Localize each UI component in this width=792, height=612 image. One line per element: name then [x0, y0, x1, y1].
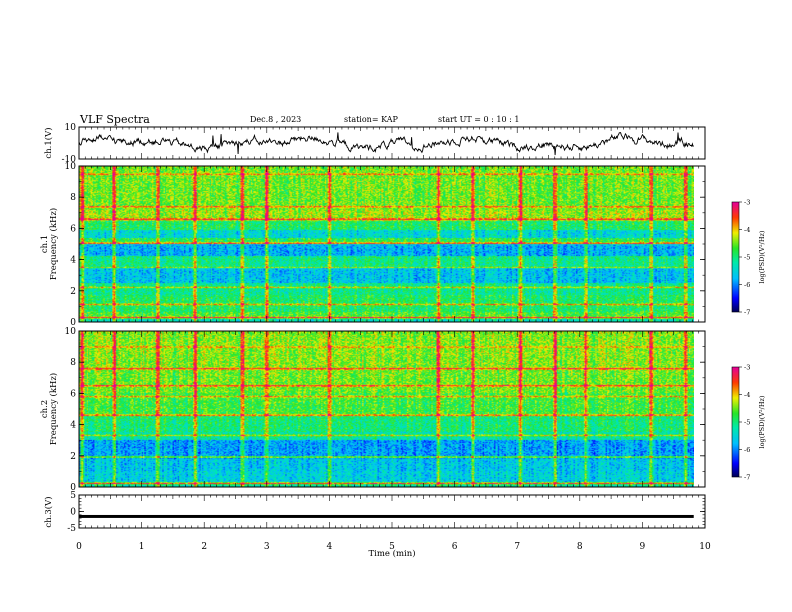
y-tick-label: 10 — [65, 162, 77, 172]
colorbar-tick-label: -3 — [744, 364, 750, 372]
ch2-spectrogram-channel-label: ch.2 — [40, 400, 50, 418]
station-label: station= KAP — [344, 115, 399, 124]
ch1-spectrogram-image — [79, 166, 694, 322]
x-axis-tick-labels: 0 1 2 3 4 5 6 7 8 9 10 — [76, 542, 711, 552]
ch1-spectrogram-channel-label: ch.1 — [40, 235, 50, 253]
ch2-spectrogram-panel: 0 2 4 6 8 10 ch.2 Frequency (kHz) — [40, 327, 706, 493]
x-axis-ticks — [78, 127, 706, 528]
ch2-spectrogram-image — [79, 331, 694, 487]
ch2-colorbar-label: log(PSD)(V²/Hz) — [758, 395, 766, 448]
ch1-colorbar-ticks: -3 -4 -5 -6 -7 — [739, 199, 750, 317]
ch1-y-axis-label: ch.1(V) — [43, 127, 54, 158]
ch2-colorbar-gradient — [732, 367, 739, 477]
start-time-label: start UT = 0 : 10 : 1 — [438, 115, 519, 124]
colorbar-tick-label: -5 — [744, 254, 750, 262]
x-tick-label: 10 — [699, 542, 711, 552]
ch3-waveform-panel: 5 0 -5 ch.3(V) — [43, 491, 706, 534]
x-tick-label: 2 — [201, 542, 207, 552]
ch1-spectrogram-panel: 0 2 4 6 8 10 ch.1 Frequency (kHz) — [40, 162, 706, 328]
figure-title: VLF Spectra — [79, 113, 150, 126]
colorbar-tick-label: -5 — [744, 419, 750, 427]
y-tick-label: 8 — [70, 358, 76, 368]
y-tick-label: 6 — [70, 389, 76, 399]
ch1-waveform-panel: 10 -10 ch.1(V) — [43, 123, 706, 165]
x-tick-label: 3 — [264, 542, 270, 552]
x-tick-label: 0 — [76, 542, 82, 552]
y-tick-label: 6 — [70, 224, 76, 234]
ch3-waveform-trace — [79, 514, 694, 518]
y-tick-label: 10 — [65, 327, 77, 337]
colorbar-tick-label: -4 — [744, 391, 750, 399]
x-tick-label: 6 — [452, 542, 458, 552]
ch3-y-axis-label: ch.3(V) — [43, 496, 54, 527]
y-tick-label: 4 — [70, 256, 76, 266]
ch1-y-ticks: 10 -10 — [62, 123, 705, 165]
y-tick-label: 10 — [65, 123, 77, 133]
ch2-colorbar: -3 -4 -5 -6 -7 log(PSD)(V²/Hz) — [731, 364, 766, 482]
y-tick-label: 0 — [70, 318, 76, 328]
ch2-spectrogram-y-axis-label: Frequency (kHz) — [48, 373, 59, 445]
y-tick-label: 0 — [70, 483, 76, 493]
x-axis-label: Time (min) — [368, 548, 415, 559]
y-tick-label: 0 — [70, 508, 76, 518]
x-tick-label: 7 — [514, 542, 520, 552]
y-tick-label: -10 — [62, 155, 77, 165]
x-tick-label: 9 — [640, 542, 646, 552]
colorbar-tick-label: -7 — [744, 474, 750, 482]
colorbar-tick-label: -6 — [744, 281, 750, 289]
y-tick-label: 5 — [70, 491, 76, 501]
ch1-waveform-line — [78, 132, 694, 156]
ch2-colorbar-ticks: -3 -4 -5 -6 -7 — [739, 364, 750, 482]
date-label: Dec.8 , 2023 — [250, 115, 301, 124]
y-tick-label: 2 — [70, 287, 76, 297]
colorbar-tick-label: -3 — [744, 199, 750, 207]
colorbar-tick-label: -6 — [744, 446, 750, 454]
ch2-spectrogram-y-ticks: 0 2 4 6 8 10 — [65, 327, 705, 493]
x-tick-label: 8 — [577, 542, 583, 552]
ch1-colorbar: -3 -4 -5 -6 -7 log(PSD)(V²/Hz) — [731, 199, 766, 317]
ch1-colorbar-label: log(PSD)(V²/Hz) — [758, 230, 766, 283]
colorbar-tick-label: -4 — [744, 226, 750, 234]
ch1-spectrogram-y-ticks: 0 2 4 6 8 10 — [65, 162, 705, 328]
y-tick-label: -5 — [67, 524, 76, 534]
x-tick-label: 1 — [139, 542, 145, 552]
x-tick-label: 5 — [389, 542, 395, 552]
colorbar-tick-label: -7 — [744, 309, 750, 317]
ch3-y-ticks: 5 0 -5 — [67, 491, 705, 534]
y-tick-label: 4 — [70, 421, 76, 431]
ch1-spectrogram-y-axis-label: Frequency (kHz) — [48, 208, 59, 280]
y-tick-label: 2 — [70, 452, 76, 462]
ch1-colorbar-gradient — [732, 202, 739, 312]
y-tick-label: 8 — [70, 193, 76, 203]
ch1-waveform-trace — [78, 132, 694, 156]
x-tick-label: 4 — [327, 542, 333, 552]
